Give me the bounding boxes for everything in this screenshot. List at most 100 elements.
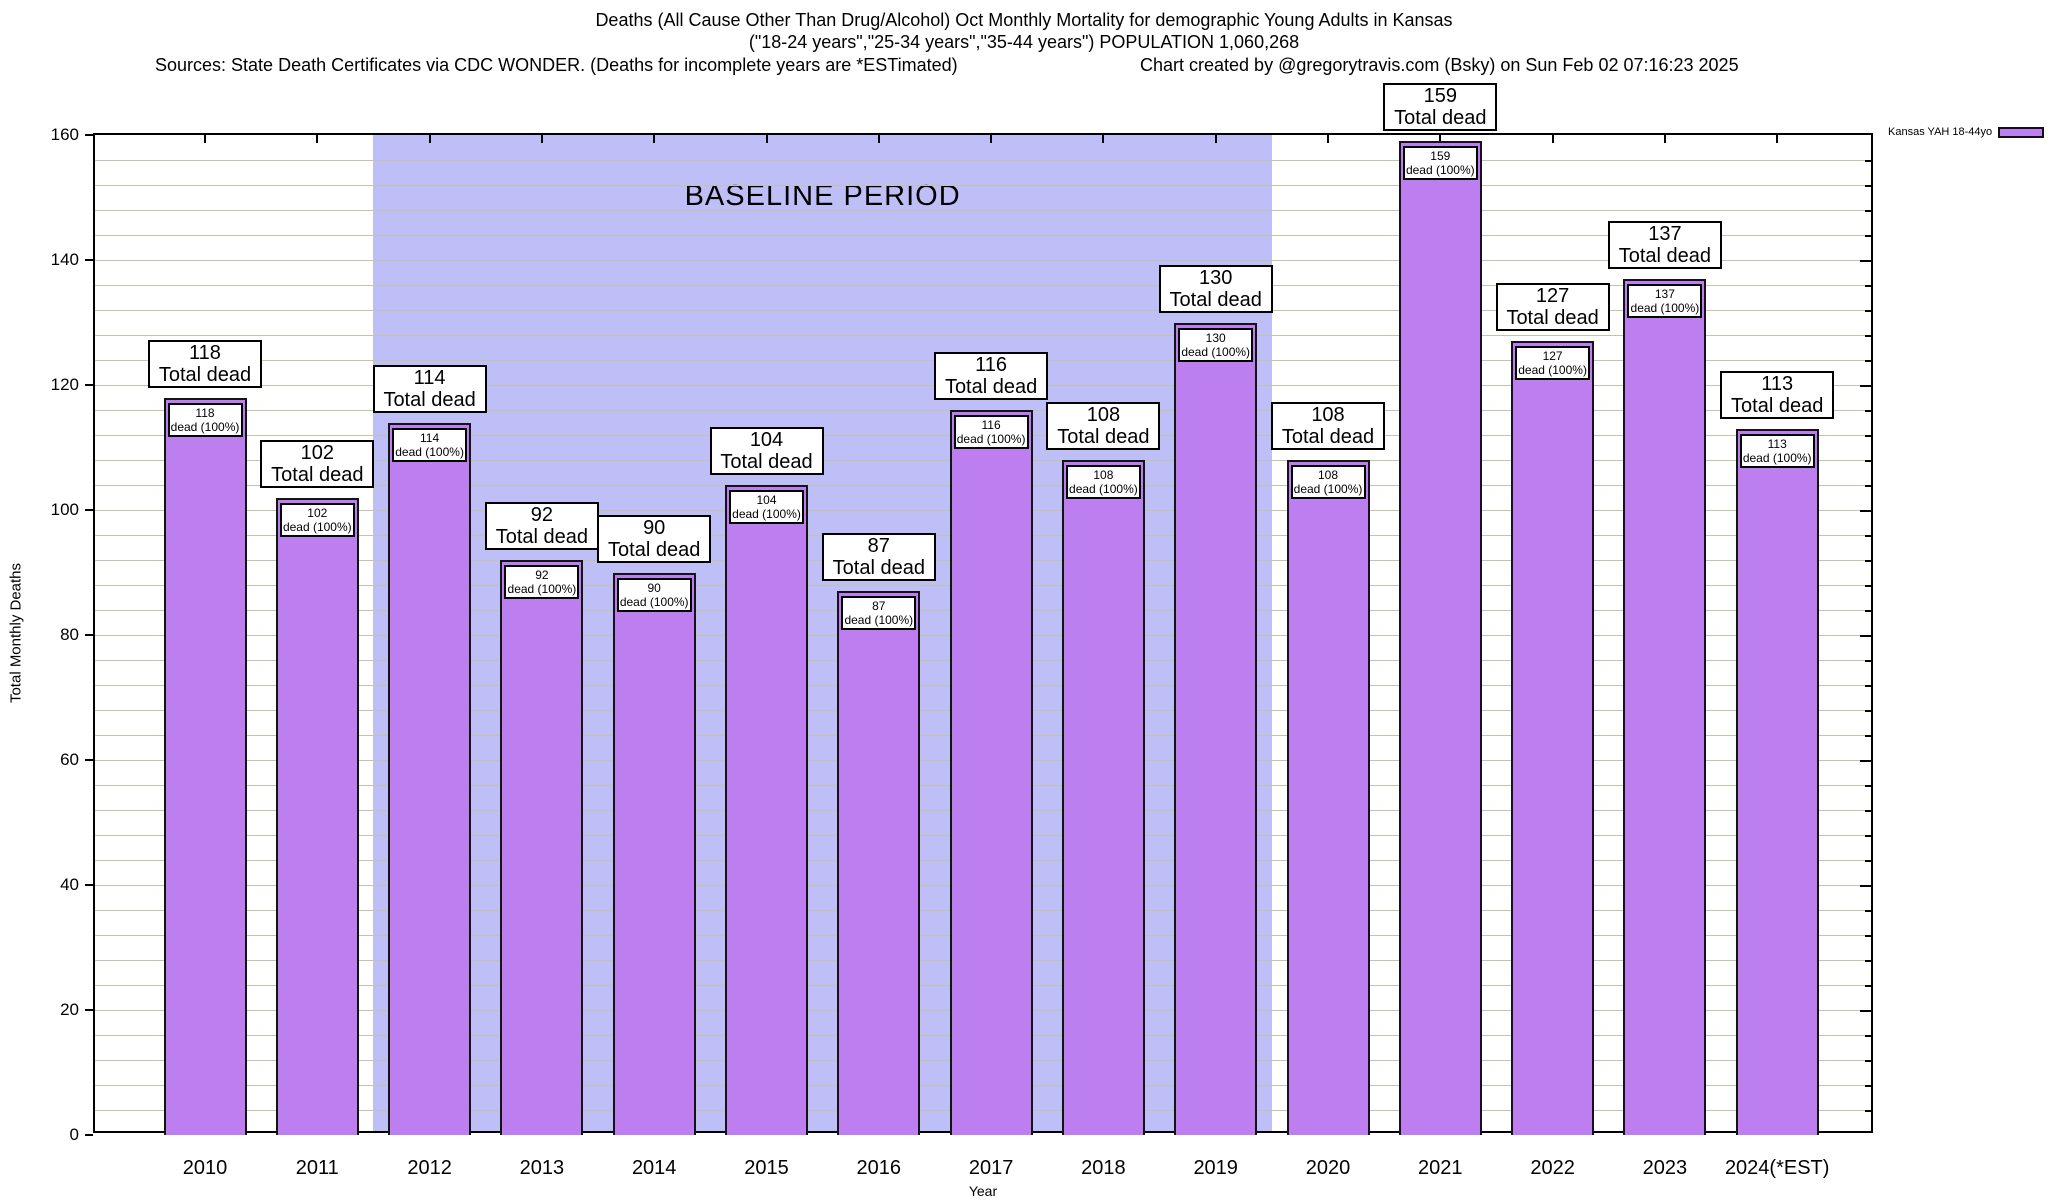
gridline-y144 (95, 235, 1871, 236)
x-tick-label-2022: 2022 (1530, 1157, 1575, 1179)
bar-outer-label-2012: 114 Total dead (372, 364, 487, 413)
left-tick-y40 (85, 884, 93, 886)
bar-2020 (1286, 460, 1370, 1135)
top-tick-2012 (428, 135, 431, 143)
top-tick-2021 (1439, 135, 1442, 143)
x-tick-label-2016: 2016 (856, 1157, 902, 1179)
bar-inner-label-2024(*EST): 113 dead (100%) (1739, 433, 1815, 468)
right-tick-y136 (1865, 285, 1871, 287)
gridline-y132 (95, 310, 1871, 311)
right-tick-y48 (1865, 835, 1871, 837)
bar-2016 (837, 591, 921, 1135)
right-tick-y60 (1860, 760, 1871, 762)
right-tick-y32 (1865, 935, 1871, 937)
top-tick-2023 (1663, 135, 1666, 143)
bar-2010 (163, 397, 247, 1135)
left-tick-y160 (85, 134, 93, 136)
y-tick-label-80: 80 (60, 625, 79, 644)
left-tick-y100 (85, 509, 93, 511)
bar-inner-label-2010: 118 dead (100%) (167, 402, 243, 437)
left-tick-y60 (85, 759, 93, 761)
right-tick-y56 (1865, 785, 1871, 787)
right-tick-y72 (1865, 685, 1871, 687)
top-tick-2010 (204, 135, 206, 143)
right-tick-y4 (1865, 1110, 1871, 1112)
x-tick-label-2019: 2019 (1193, 1157, 1238, 1179)
bar-2012 (388, 422, 472, 1135)
x-tick-label-2013: 2013 (519, 1157, 565, 1179)
bar-outer-label-2014: 90 Total dead (597, 514, 712, 563)
bar-2024(*EST) (1735, 428, 1819, 1135)
right-tick-y124 (1865, 360, 1871, 362)
legend-swatch (1998, 126, 2045, 138)
bar-inner-label-2022: 127 dead (100%) (1515, 346, 1591, 381)
left-tick-y20 (85, 1009, 93, 1011)
right-tick-y20 (1860, 1010, 1871, 1012)
right-tick-y148 (1865, 210, 1871, 212)
right-tick-y68 (1865, 710, 1871, 712)
top-tick-2014 (653, 135, 656, 143)
top-tick-2018 (1102, 135, 1105, 143)
bar-outer-label-2024(*EST): 113 Total dead (1720, 370, 1835, 419)
bar-outer-label-2018: 108 Total dead (1046, 402, 1161, 450)
right-tick-y152 (1865, 185, 1871, 187)
y-tick-label-40: 40 (60, 875, 79, 894)
legend: Kansas YAH 18-44yo (1888, 126, 2045, 138)
bar-inner-label-2013: 92 dead (100%) (504, 565, 580, 599)
bar-2015 (725, 485, 808, 1135)
bar-outer-label-2010: 118 Total dead (148, 339, 262, 388)
chart-title-line1: Deaths (All Cause Other Than Drug/Alcoho… (595, 10, 1453, 30)
right-tick-y116 (1865, 410, 1871, 412)
gridline-y128 (95, 335, 1871, 336)
plot-area: BASELINE PERIOD 0 20 40 60 80 100 120 140 160 118 d… (51, 83, 1873, 1179)
y-axis-title: Total Monthly Deaths (7, 562, 25, 704)
bar-2013 (500, 560, 584, 1135)
bar-outer-label-2011: 102 Total dead (260, 439, 375, 488)
y-tick-label-160: 160 (50, 125, 79, 144)
x-tick-label-2023: 2023 (1642, 1157, 1688, 1179)
bar-inner-label-2017: 116 dead (100%) (953, 415, 1029, 449)
right-tick-y12 (1865, 1060, 1871, 1062)
gridline-y136 (95, 285, 1871, 286)
right-tick-y96 (1865, 535, 1871, 537)
bar-inner-label-2016: 87 dead (100%) (841, 596, 917, 631)
gridline-y152 (95, 185, 1871, 186)
bar-outer-label-2015: 104 Total dead (709, 427, 824, 475)
credit-note: Chart created by @gregorytravis.com (Bsk… (1140, 55, 1739, 75)
bar-outer-label-2016: 87 Total dead (821, 533, 936, 582)
right-tick-y140 (1860, 260, 1871, 262)
gridline-y156 (95, 160, 1871, 161)
bar-inner-label-2020: 108 dead (100%) (1290, 465, 1366, 499)
right-tick-y144 (1865, 235, 1871, 237)
top-tick-2016 (877, 135, 880, 143)
right-tick-y52 (1865, 810, 1871, 812)
bar-outer-label-2023: 137 Total dead (1607, 220, 1722, 269)
right-tick-y104 (1865, 485, 1871, 487)
bar-2023 (1623, 278, 1707, 1135)
bar-inner-label-2011: 102 dead (100%) (279, 502, 355, 537)
right-tick-y84 (1865, 610, 1871, 612)
x-axis-title: Year (968, 1183, 998, 1199)
top-tick-2011 (316, 135, 319, 143)
right-tick-y112 (1865, 435, 1871, 437)
bar-2019 (1174, 322, 1258, 1135)
bar-inner-label-2021: 159 dead (100%) (1402, 146, 1478, 181)
right-tick-y156 (1865, 160, 1871, 162)
right-tick-y16 (1865, 1035, 1871, 1037)
top-tick-2015 (765, 135, 768, 143)
x-tick-label-2010: 2010 (182, 1157, 228, 1179)
bar-outer-label-2017: 116 Total dead (934, 352, 1049, 400)
right-tick-y28 (1865, 960, 1871, 962)
gridline-y148 (95, 210, 1871, 211)
left-tick-y120 (85, 384, 93, 386)
bar-outer-label-2019: 130 Total dead (1158, 264, 1273, 313)
right-tick-y8 (1865, 1085, 1871, 1087)
x-tick-label-2020: 2020 (1305, 1157, 1351, 1179)
y-tick-label-120: 120 (50, 375, 79, 394)
y-tick-label-20: 20 (60, 1000, 79, 1019)
bar-inner-label-2023: 137 dead (100%) (1627, 283, 1703, 318)
chart-title-line2: ("18-24 years","25-34 years","35-44 year… (748, 32, 1300, 52)
right-tick-y92 (1865, 560, 1871, 562)
bar-inner-label-2018: 108 dead (100%) (1065, 465, 1141, 499)
sources-note: Sources: State Death Certificates via CD… (155, 55, 958, 75)
